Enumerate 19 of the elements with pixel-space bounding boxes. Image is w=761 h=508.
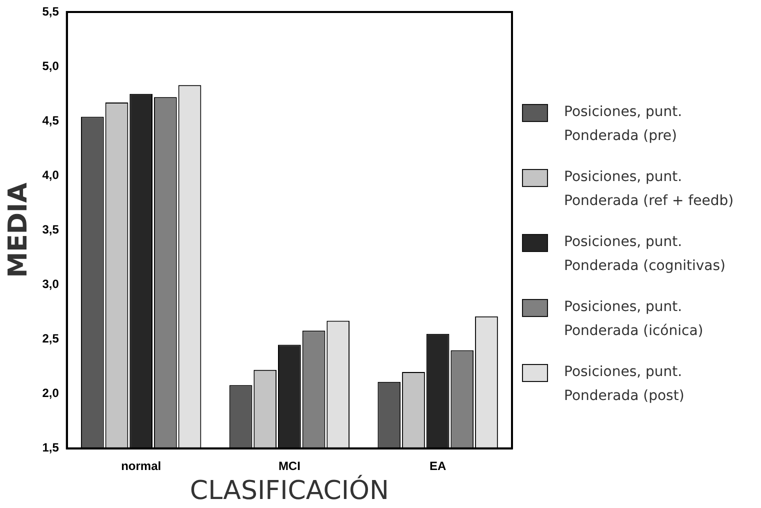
legend-label: Posiciones, punt. Ponderada (cognitivas) (564, 233, 727, 276)
y-tick-label: 5,5 (42, 4, 60, 18)
y-tick-label: 3,0 (42, 277, 60, 292)
y-tick-label: 3,5 (42, 222, 60, 237)
y-tick-label: 1,5 (42, 440, 60, 455)
x-tick-label: MCI (278, 458, 300, 473)
y-tick-label: 4,0 (42, 168, 60, 182)
x-axis-title: CLASIFICACIÓN (190, 474, 389, 506)
y-tick-label: 5,0 (42, 58, 60, 73)
y-tick-label: 2,5 (42, 332, 60, 346)
legend-label: Posiciones, punt. Ponderada (post) (564, 363, 686, 406)
y-axis-title: MEDIA (3, 182, 34, 278)
legend-label: Posiciones, punt. Ponderada (icónica) (564, 298, 704, 341)
y-tick-label: 2,0 (42, 386, 60, 400)
x-tick-label: EA (429, 458, 446, 473)
y-tick-label: 4,5 (42, 113, 60, 128)
x-tick-label: normal (121, 458, 162, 473)
legend-label: Posiciones, punt. Ponderada (pre) (564, 103, 684, 146)
legend-label: Posiciones, punt. Ponderada (ref + feedb) (564, 168, 735, 211)
